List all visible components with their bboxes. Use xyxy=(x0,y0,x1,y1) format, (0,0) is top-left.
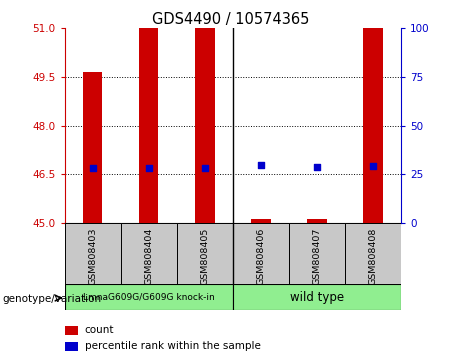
Bar xyxy=(251,219,271,223)
Point xyxy=(257,162,265,167)
Bar xyxy=(65,326,78,335)
Bar xyxy=(65,284,233,310)
Bar xyxy=(65,342,78,351)
Point xyxy=(201,165,208,171)
Bar xyxy=(177,223,233,285)
Text: GSM808408: GSM808408 xyxy=(368,228,378,285)
Bar xyxy=(121,223,177,285)
Text: GSM808406: GSM808406 xyxy=(256,228,266,285)
Bar xyxy=(65,223,121,285)
Bar xyxy=(233,223,289,285)
Point xyxy=(369,164,377,169)
Text: GSM808404: GSM808404 xyxy=(144,228,153,285)
Text: percentile rank within the sample: percentile rank within the sample xyxy=(85,341,260,352)
Text: wild type: wild type xyxy=(290,291,344,303)
Bar xyxy=(307,219,327,223)
Bar xyxy=(83,72,102,223)
Text: GSM808407: GSM808407 xyxy=(313,228,321,285)
Bar xyxy=(233,284,401,310)
Point xyxy=(313,164,321,170)
Bar xyxy=(289,223,345,285)
Text: GDS4490 / 10574365: GDS4490 / 10574365 xyxy=(152,12,309,27)
Text: LmnaG609G/G609G knock-in: LmnaG609G/G609G knock-in xyxy=(83,292,214,302)
Point xyxy=(145,165,152,171)
Text: count: count xyxy=(85,325,114,336)
Text: GSM808403: GSM808403 xyxy=(88,228,97,285)
Bar xyxy=(345,223,401,285)
Text: genotype/variation: genotype/variation xyxy=(2,294,101,304)
Text: GSM808405: GSM808405 xyxy=(200,228,209,285)
Point xyxy=(89,165,96,171)
Bar xyxy=(363,28,383,223)
Bar xyxy=(139,28,159,223)
Bar xyxy=(195,28,214,223)
